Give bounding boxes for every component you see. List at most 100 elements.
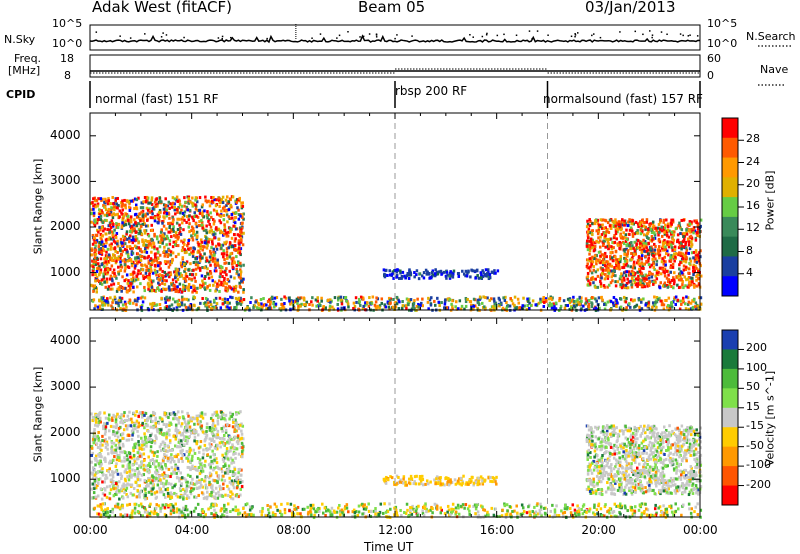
velocity-echo-mark <box>134 422 137 426</box>
power-echo-mark <box>139 271 142 275</box>
power-echo-mark <box>183 210 187 214</box>
velocity-echo-mark <box>115 458 119 462</box>
power-echo-mark <box>208 249 212 253</box>
power-echo-mark <box>112 282 116 286</box>
velocity-echo-mark <box>237 438 241 442</box>
velocity-echo-mark <box>92 496 96 500</box>
power-echo-mark <box>645 301 648 305</box>
power-echo-mark <box>642 297 645 301</box>
power-echo-mark <box>121 241 124 245</box>
velocity-echo-mark <box>163 411 167 415</box>
power-echo-mark <box>631 244 634 248</box>
power-echo-mark <box>624 233 628 237</box>
power-echo-mark <box>223 300 227 304</box>
power-echo-mark <box>411 305 415 309</box>
power-echo-mark <box>661 240 665 244</box>
power-echo-mark <box>225 247 229 251</box>
power-echo-mark <box>672 233 676 237</box>
power-echo-mark <box>665 283 669 287</box>
power-echo-mark <box>688 281 691 285</box>
power-echo-mark <box>626 251 630 255</box>
power-echo-mark <box>608 244 611 248</box>
power-echo-mark <box>124 302 127 306</box>
power-echo-mark <box>109 244 113 248</box>
velocity-echo-mark <box>228 469 232 473</box>
velocity-echo-mark <box>141 413 144 417</box>
velocity-echo-mark <box>181 487 185 491</box>
power-echo-mark <box>234 237 237 241</box>
power-echo-mark <box>692 263 696 267</box>
velocity-echo-mark <box>99 487 103 491</box>
velocity-echo-mark <box>198 479 201 483</box>
power-echo-mark <box>92 211 96 215</box>
velocity-echo-mark <box>150 441 154 445</box>
power-echo-mark <box>640 250 644 254</box>
power-echo-mark <box>90 220 93 224</box>
velocity-echo-mark <box>213 424 217 428</box>
power-echo-mark <box>203 252 206 256</box>
power-echo-mark <box>572 299 576 303</box>
velocity-echo-mark <box>104 422 108 426</box>
power-echo-mark <box>124 212 127 216</box>
power-echo-mark <box>594 277 597 281</box>
power-echo-mark <box>98 265 101 269</box>
power-echo-mark <box>415 269 419 273</box>
velocity-echo-mark <box>222 425 225 429</box>
power-echo-mark <box>678 263 681 267</box>
power-echo-mark <box>604 234 607 238</box>
power-echo-mark <box>599 218 603 222</box>
power-echo-mark <box>605 267 609 271</box>
power-echo-mark <box>664 260 667 264</box>
power-echo-mark <box>479 276 483 280</box>
power-echo-mark <box>201 248 204 252</box>
power-echo-mark <box>151 261 154 265</box>
power-echo-mark <box>146 256 149 260</box>
power-echo-mark <box>640 307 643 311</box>
power-echo-mark <box>144 271 148 275</box>
velocity-echo-mark <box>155 427 159 431</box>
power-echo-mark <box>588 259 592 263</box>
power-echo-mark <box>148 289 152 293</box>
power-echo-mark <box>488 298 491 302</box>
power-echo-mark <box>183 242 186 246</box>
power-echo-mark <box>684 267 688 271</box>
power-echo-mark <box>104 208 108 212</box>
power-echo-mark <box>189 303 193 307</box>
velocity-echo-mark <box>228 417 231 421</box>
power-echo-mark <box>670 303 673 307</box>
power-echo-mark <box>563 306 567 310</box>
power-echo-mark <box>576 298 579 302</box>
power-echo-mark <box>631 272 635 276</box>
velocity-echo-mark <box>214 446 217 450</box>
power-echo-mark <box>129 230 132 234</box>
power-echo-mark <box>169 221 172 225</box>
power-echo-mark <box>210 215 213 219</box>
power-echo-mark <box>638 221 642 225</box>
power-echo-mark <box>509 297 512 301</box>
power-echo-mark <box>408 273 412 277</box>
power-echo-mark <box>273 305 276 309</box>
power-echo-mark <box>226 307 230 311</box>
velocity-echo-mark <box>125 492 128 496</box>
power-echo-mark <box>617 264 620 268</box>
power-echo-mark <box>123 257 127 261</box>
velocity-echo-mark <box>93 473 97 477</box>
velocity-echo-mark <box>239 487 242 491</box>
power-echo-mark <box>104 285 107 289</box>
power-echo-mark <box>208 230 211 234</box>
power-echo-mark <box>181 221 184 225</box>
power-echo-mark <box>91 269 95 273</box>
power-echo-mark <box>101 247 105 251</box>
velocity-echo-mark <box>116 412 119 416</box>
power-echo-mark <box>223 225 227 229</box>
power-echo-mark <box>657 226 660 230</box>
power-echo-mark <box>117 272 121 276</box>
power-echo-mark <box>420 301 423 305</box>
power-echo-mark <box>677 286 681 290</box>
velocity-echo-mark <box>170 466 174 470</box>
power-echo-mark <box>695 219 698 223</box>
power-echo-mark <box>645 282 649 286</box>
power-echo-mark <box>658 249 662 253</box>
power-echo-mark <box>597 225 601 229</box>
power-echo-mark <box>395 302 399 306</box>
